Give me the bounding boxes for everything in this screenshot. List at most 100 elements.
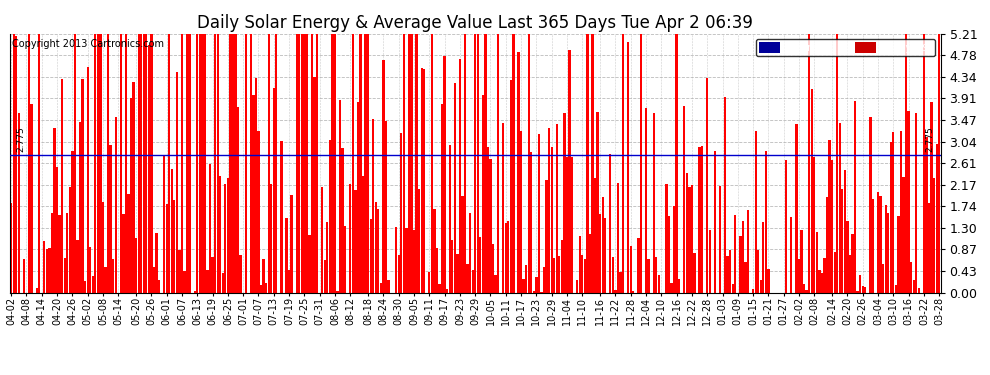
Bar bbox=[86, 67, 89, 292]
Bar bbox=[854, 101, 856, 292]
Bar bbox=[321, 187, 324, 292]
Bar bbox=[882, 264, 884, 292]
Bar bbox=[877, 192, 879, 292]
Bar bbox=[831, 160, 834, 292]
Bar bbox=[372, 118, 374, 292]
Bar bbox=[285, 218, 288, 292]
Bar bbox=[257, 130, 259, 292]
Bar bbox=[487, 147, 489, 292]
Bar bbox=[691, 185, 693, 292]
Bar bbox=[146, 34, 148, 292]
Bar bbox=[729, 251, 732, 292]
Bar bbox=[214, 34, 216, 292]
Bar bbox=[387, 280, 390, 292]
Bar bbox=[507, 221, 510, 292]
Bar bbox=[933, 178, 936, 292]
Bar bbox=[719, 186, 721, 292]
Bar bbox=[128, 194, 130, 292]
Bar bbox=[356, 102, 359, 292]
Bar bbox=[288, 270, 290, 292]
Bar bbox=[461, 196, 463, 292]
Bar bbox=[727, 256, 729, 292]
Bar bbox=[329, 140, 331, 292]
Bar bbox=[235, 34, 237, 292]
Bar bbox=[578, 236, 581, 292]
Bar bbox=[655, 257, 657, 292]
Bar bbox=[351, 34, 354, 292]
Bar bbox=[150, 34, 152, 292]
Bar bbox=[790, 217, 793, 292]
Bar bbox=[905, 34, 907, 292]
Bar bbox=[99, 34, 102, 292]
Bar bbox=[576, 280, 578, 292]
Bar bbox=[135, 238, 138, 292]
Bar bbox=[528, 34, 530, 292]
Bar bbox=[612, 257, 614, 292]
Bar bbox=[290, 195, 293, 292]
Bar bbox=[589, 234, 591, 292]
Bar bbox=[66, 213, 68, 292]
Bar bbox=[568, 50, 570, 292]
Bar bbox=[548, 128, 550, 292]
Bar bbox=[502, 123, 504, 292]
Bar bbox=[405, 228, 408, 292]
Bar bbox=[354, 190, 356, 292]
Bar bbox=[908, 111, 910, 292]
Bar bbox=[566, 157, 568, 292]
Bar bbox=[834, 252, 836, 292]
Bar bbox=[163, 156, 165, 292]
Bar bbox=[795, 124, 798, 292]
Bar bbox=[555, 124, 558, 292]
Bar bbox=[152, 267, 155, 292]
Bar bbox=[596, 112, 599, 292]
Bar bbox=[839, 123, 841, 292]
Bar bbox=[910, 262, 913, 292]
Bar bbox=[267, 34, 270, 292]
Bar bbox=[275, 34, 277, 292]
Bar bbox=[897, 216, 900, 292]
Bar bbox=[237, 106, 240, 292]
Bar bbox=[398, 255, 400, 292]
Bar bbox=[584, 259, 586, 292]
Bar bbox=[199, 34, 201, 292]
Bar bbox=[479, 237, 481, 292]
Bar bbox=[303, 34, 306, 292]
Bar bbox=[714, 152, 716, 292]
Bar bbox=[492, 244, 494, 292]
Bar bbox=[306, 34, 308, 292]
Bar bbox=[23, 258, 25, 292]
Bar bbox=[201, 34, 204, 292]
Bar bbox=[58, 215, 60, 292]
Bar bbox=[252, 95, 254, 292]
Bar bbox=[165, 204, 168, 292]
Bar bbox=[76, 240, 78, 292]
Bar bbox=[367, 34, 369, 292]
Bar bbox=[416, 34, 418, 292]
Bar bbox=[826, 197, 829, 292]
Bar bbox=[444, 56, 446, 292]
Bar bbox=[808, 34, 811, 292]
Bar bbox=[599, 214, 601, 292]
Bar bbox=[439, 284, 441, 292]
Bar bbox=[800, 230, 803, 292]
Bar bbox=[622, 34, 625, 292]
Bar bbox=[563, 113, 565, 292]
Bar bbox=[913, 280, 915, 292]
Text: 2.775: 2.775 bbox=[16, 126, 26, 152]
Bar bbox=[900, 131, 902, 292]
Bar bbox=[122, 214, 125, 292]
Bar bbox=[408, 34, 410, 292]
Bar bbox=[928, 202, 931, 292]
Bar bbox=[38, 34, 41, 292]
Bar bbox=[915, 113, 918, 292]
Bar bbox=[497, 34, 499, 292]
Bar bbox=[879, 196, 882, 292]
Bar bbox=[311, 34, 313, 292]
Bar bbox=[657, 275, 660, 292]
Bar bbox=[380, 283, 382, 292]
Bar bbox=[301, 34, 303, 292]
Bar bbox=[344, 225, 346, 292]
Bar bbox=[811, 89, 813, 292]
Bar bbox=[895, 285, 897, 292]
Bar bbox=[530, 152, 533, 292]
